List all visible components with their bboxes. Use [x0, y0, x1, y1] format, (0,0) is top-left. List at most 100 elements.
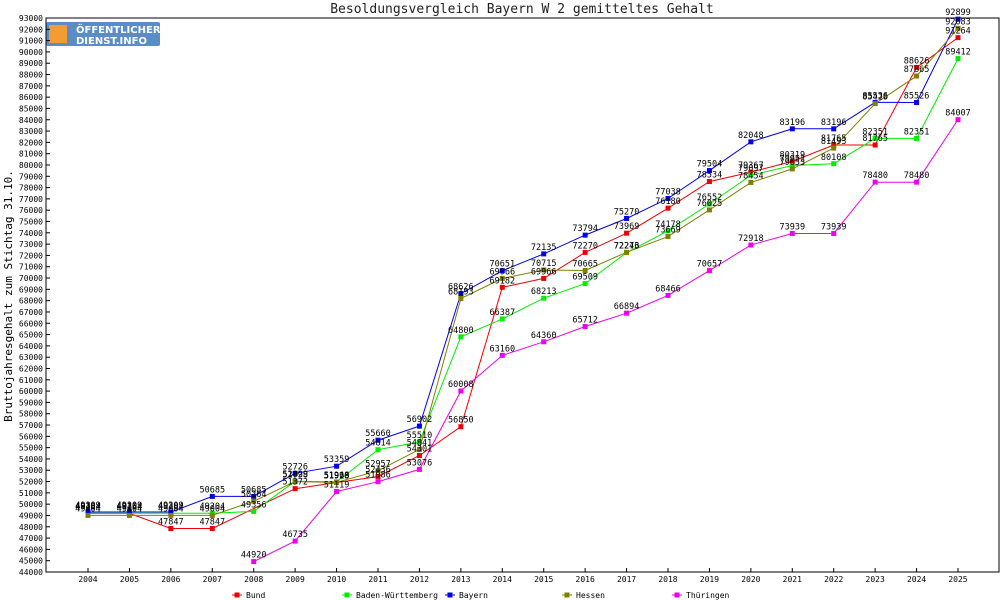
data-point	[292, 486, 298, 492]
x-tick-label: 2010	[327, 575, 346, 584]
data-point	[499, 268, 505, 274]
data-point	[706, 268, 712, 274]
data-label: 72246	[614, 242, 640, 252]
data-label: 85536	[862, 91, 888, 101]
data-label: 79504	[697, 160, 723, 170]
data-label: 49004	[117, 504, 143, 514]
legend-item: Thüringen	[672, 591, 730, 600]
data-label: 47847	[199, 518, 225, 528]
data-point	[541, 295, 547, 301]
data-point	[748, 179, 754, 185]
x-tick-label: 2011	[368, 575, 387, 584]
data-point	[541, 339, 547, 345]
y-tick-label: 77000	[19, 195, 43, 204]
y-tick-label: 44000	[19, 568, 43, 577]
data-point	[748, 139, 754, 145]
y-tick-label: 64000	[19, 342, 43, 351]
data-label: 50685	[199, 485, 225, 495]
series-line	[253, 119, 959, 563]
data-point	[251, 508, 257, 514]
data-point	[334, 489, 340, 495]
data-label: 69966	[531, 267, 557, 277]
data-point	[665, 195, 671, 201]
data-point	[831, 126, 837, 132]
logo-line2: DIENST.INFO	[76, 36, 147, 47]
data-point	[458, 291, 464, 297]
data-point	[251, 559, 257, 565]
x-tick-label: 2024	[907, 575, 926, 584]
data-label: 49204	[158, 502, 184, 512]
x-tick-label: 2017	[617, 575, 636, 584]
data-point	[126, 509, 132, 515]
data-label: 72918	[738, 234, 764, 244]
data-label: 69966	[489, 267, 515, 277]
data-point	[416, 446, 422, 452]
data-point	[168, 512, 174, 518]
legend-label: Baden-Württemberg	[356, 591, 438, 600]
data-point	[872, 142, 878, 148]
data-point	[292, 470, 298, 476]
y-tick-label: 65000	[19, 331, 43, 340]
data-label: 68626	[448, 283, 474, 293]
y-tick-label: 46000	[19, 545, 43, 554]
data-label: 50685	[241, 485, 267, 495]
site-logo: ÖFFENTLICHER DIENST.INFO	[46, 22, 161, 47]
data-point	[748, 172, 754, 178]
data-label: 73969	[614, 222, 640, 232]
data-label: 78480	[862, 171, 888, 181]
data-point	[375, 447, 381, 453]
data-label: 54841	[407, 438, 433, 448]
data-label: 88626	[904, 56, 930, 66]
data-label: 83196	[821, 118, 847, 128]
plot-frame	[45, 17, 1000, 573]
data-point	[914, 64, 920, 70]
y-tick-label: 47000	[19, 534, 43, 543]
y-tick-label: 52000	[19, 478, 43, 487]
y-tick-label: 76000	[19, 206, 43, 215]
data-point	[334, 463, 340, 469]
data-label: 83196	[779, 118, 805, 128]
y-tick-label: 80000	[19, 161, 43, 170]
data-label: 82351	[904, 127, 930, 137]
data-label: 68466	[655, 284, 681, 294]
series-line	[88, 28, 959, 516]
data-label: 89412	[945, 48, 971, 58]
data-label: 70715	[531, 259, 557, 269]
data-point	[789, 166, 795, 172]
data-label: 51919	[324, 471, 350, 481]
data-label: 50264	[241, 490, 267, 500]
data-label: 52436	[365, 466, 391, 476]
data-label: 74178	[655, 220, 681, 230]
legend-label: Thüringen	[686, 591, 730, 600]
data-point	[375, 437, 381, 443]
data-point	[416, 453, 422, 459]
data-point	[789, 158, 795, 164]
data-point	[416, 466, 422, 472]
series-line	[88, 58, 959, 514]
data-point	[831, 145, 837, 151]
data-point	[541, 251, 547, 257]
y-tick-label: 63000	[19, 353, 43, 362]
x-tick-label: 2023	[866, 575, 885, 584]
data-label: 76552	[697, 193, 723, 203]
data-point	[665, 292, 671, 298]
data-label: 49004	[158, 504, 184, 514]
data-label: 75270	[614, 207, 640, 217]
series-line	[88, 37, 959, 529]
data-point	[914, 100, 920, 106]
data-label: 53076	[407, 458, 433, 468]
y-tick-label: 54000	[19, 455, 43, 464]
data-point	[831, 231, 837, 237]
x-tick-label: 2004	[78, 575, 97, 584]
data-label: 47847	[158, 518, 184, 528]
x-tick-label: 2012	[410, 575, 429, 584]
x-tick-label: 2007	[203, 575, 222, 584]
data-label: 70665	[572, 260, 598, 270]
data-point	[168, 509, 174, 515]
data-point	[126, 512, 132, 518]
data-label: 70657	[697, 260, 723, 270]
x-tick-label: 2009	[286, 575, 305, 584]
legend-item: Bund	[232, 591, 265, 600]
legend-swatch-marker	[447, 592, 453, 598]
x-tick-label: 2015	[534, 575, 553, 584]
